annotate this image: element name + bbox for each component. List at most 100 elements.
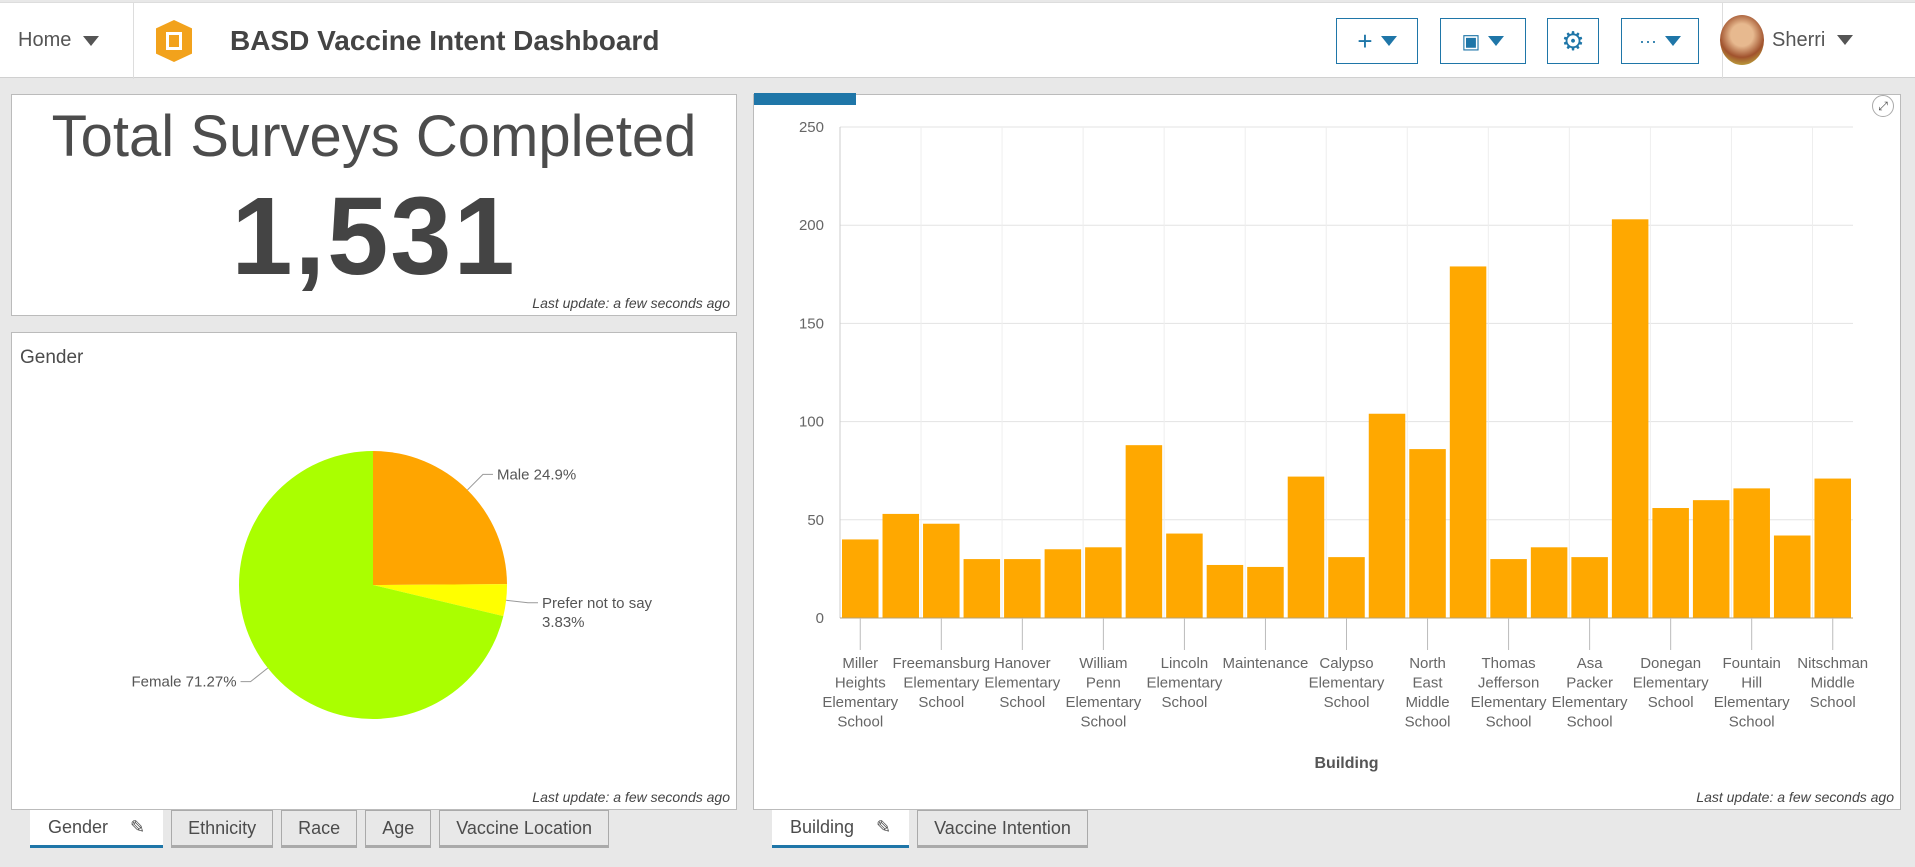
x-tick-label: Donegan Elementary School bbox=[1633, 655, 1709, 711]
settings-button[interactable]: ⚙ bbox=[1547, 18, 1599, 64]
bar[interactable] bbox=[1085, 547, 1122, 618]
bar[interactable] bbox=[1773, 535, 1811, 618]
chevron-down-icon bbox=[1380, 36, 1397, 46]
home-menu[interactable]: Home bbox=[18, 29, 100, 52]
bar[interactable] bbox=[1692, 500, 1730, 618]
card-title: Gender bbox=[20, 347, 84, 368]
bar[interactable] bbox=[1490, 559, 1527, 618]
bar[interactable] bbox=[1328, 557, 1365, 618]
tab-label: Building bbox=[790, 817, 855, 837]
bar[interactable] bbox=[1409, 449, 1446, 618]
tab-building[interactable]: Building ✎ bbox=[772, 810, 910, 848]
bar[interactable] bbox=[1611, 219, 1649, 619]
tab-gender[interactable]: Gender ✎ bbox=[30, 810, 164, 848]
bar[interactable] bbox=[1571, 557, 1608, 618]
y-tick-label: 0 bbox=[816, 610, 824, 627]
bar[interactable] bbox=[1814, 478, 1851, 618]
pencil-icon[interactable]: ✎ bbox=[876, 817, 892, 837]
bar[interactable] bbox=[1287, 476, 1325, 618]
bar[interactable] bbox=[1166, 533, 1203, 618]
bar[interactable] bbox=[1652, 508, 1689, 618]
tab-label: Vaccine Location bbox=[456, 817, 592, 838]
tab-label: Race bbox=[298, 817, 341, 838]
x-tick-label: Freemansburg Elementary School bbox=[893, 655, 991, 711]
indicator-card: Total Surveys Completed 1,531 Last updat… bbox=[11, 94, 737, 316]
y-tick-label: 100 bbox=[799, 414, 824, 431]
x-tick-label: Fountain Hill Elementary School bbox=[1714, 655, 1790, 731]
pencil-icon[interactable]: ✎ bbox=[130, 817, 146, 837]
gender-card: Gender Male 24.9% Prefer not to say 3.83% F… bbox=[11, 332, 737, 810]
bar[interactable] bbox=[963, 559, 1001, 618]
x-tick-label: Hanover Elementary School bbox=[984, 655, 1060, 711]
tab-label: Ethnicity bbox=[188, 817, 257, 838]
tab-vaccine-intention[interactable]: Vaccine Intention bbox=[917, 810, 1088, 848]
bar[interactable] bbox=[842, 539, 879, 618]
right-tab-bar: Building ✎ Vaccine Intention bbox=[772, 810, 1088, 848]
pie-slice[interactable] bbox=[373, 451, 507, 585]
x-axis-title: Building bbox=[1315, 755, 1379, 772]
gender-pie-chart: Male 24.9% Prefer not to say 3.83% Female 7… bbox=[131, 451, 653, 719]
dashboard-logo-icon bbox=[156, 20, 192, 62]
bar[interactable] bbox=[1449, 266, 1487, 618]
y-tick-label: 150 bbox=[799, 315, 824, 332]
tab-label: Gender bbox=[48, 817, 109, 837]
left-tab-bar: Gender ✎ Ethnicity Race Age Vaccine Locat… bbox=[30, 810, 609, 848]
drag-handle[interactable] bbox=[754, 93, 856, 105]
x-tick-label: Asa Packer Elementary School bbox=[1552, 655, 1628, 731]
bar[interactable] bbox=[1206, 564, 1244, 618]
pie-label: Male 24.9% bbox=[497, 466, 576, 483]
pie-label: Female 71.27% bbox=[131, 674, 236, 691]
bar[interactable] bbox=[923, 523, 960, 618]
x-tick-label: William Penn Elementary School bbox=[1065, 655, 1141, 731]
home-label: Home bbox=[18, 29, 72, 51]
bar[interactable] bbox=[1004, 559, 1041, 618]
last-update: Last update: a few seconds ago bbox=[532, 789, 730, 805]
x-tick-label: Lincoln Elementary School bbox=[1146, 655, 1222, 711]
x-tick-label: Calypso Elementary School bbox=[1309, 655, 1385, 711]
x-tick-label: North East Middle School bbox=[1405, 655, 1451, 731]
app-header: Home BASD Vaccine Intent Dashboard + ▣ ⚙… bbox=[0, 2, 1915, 79]
indicator-value: 1,531 bbox=[231, 175, 517, 298]
bar[interactable] bbox=[1044, 549, 1082, 618]
pie-leader-line bbox=[240, 667, 269, 683]
y-tick-label: 200 bbox=[799, 217, 824, 234]
y-tick-label: 50 bbox=[807, 512, 824, 529]
bar[interactable] bbox=[1125, 445, 1163, 618]
add-button[interactable]: + bbox=[1336, 18, 1418, 64]
tab-vaccine-location[interactable]: Vaccine Location bbox=[439, 810, 609, 848]
bar[interactable] bbox=[1368, 413, 1406, 618]
user-menu[interactable]: Sherri bbox=[1720, 15, 1854, 65]
bar[interactable] bbox=[1733, 488, 1770, 618]
chevron-down-icon bbox=[1837, 35, 1854, 45]
indicator-title: Total Surveys Completed bbox=[51, 104, 697, 169]
more-icon: ··· bbox=[1639, 30, 1657, 51]
bar[interactable] bbox=[1247, 566, 1284, 618]
plus-icon: + bbox=[1357, 25, 1373, 56]
user-name: Sherri bbox=[1772, 28, 1826, 51]
building-bar-chart: 0 50 100 150 200 250 Miller Heights Elementary Sc… bbox=[799, 119, 1868, 772]
save-icon: ▣ bbox=[1461, 30, 1481, 53]
page-title: BASD Vaccine Intent Dashboard bbox=[230, 25, 660, 56]
pie-slice[interactable] bbox=[373, 584, 507, 617]
tab-label: Age bbox=[382, 817, 415, 838]
bar[interactable] bbox=[882, 513, 920, 618]
x-tick-label: Thomas Jefferson Elementary School bbox=[1471, 655, 1547, 731]
save-button[interactable]: ▣ bbox=[1440, 18, 1526, 64]
chevron-down-icon bbox=[83, 35, 100, 46]
pie-slice[interactable] bbox=[238, 451, 504, 719]
gear-icon: ⚙ bbox=[1561, 25, 1585, 56]
x-tick-label: Maintenance bbox=[1223, 655, 1309, 672]
more-button[interactable]: ··· bbox=[1621, 18, 1699, 64]
avatar bbox=[1720, 15, 1764, 65]
tab-ethnicity[interactable]: Ethnicity bbox=[171, 810, 274, 848]
chevron-down-icon bbox=[1664, 36, 1681, 46]
tab-race[interactable]: Race bbox=[281, 810, 358, 848]
expand-icon[interactable]: ⤢ bbox=[1872, 95, 1894, 117]
x-tick-label: Nitschman Middle School bbox=[1797, 655, 1868, 711]
chevron-down-icon bbox=[1488, 36, 1505, 46]
tab-label: Vaccine Intention bbox=[934, 817, 1071, 838]
pie-leader-line bbox=[506, 599, 538, 604]
bar[interactable] bbox=[1530, 547, 1568, 618]
pie-label: Prefer not to say 3.83% bbox=[542, 595, 653, 631]
tab-age[interactable]: Age bbox=[365, 810, 432, 848]
